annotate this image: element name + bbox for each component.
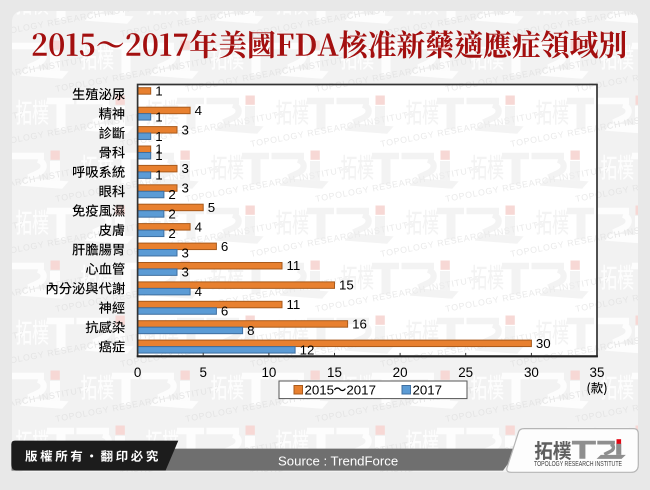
svg-text:25: 25: [458, 365, 473, 380]
svg-text:3: 3: [182, 181, 189, 196]
svg-text:2: 2: [168, 206, 175, 221]
svg-text:1: 1: [155, 109, 162, 124]
svg-text:16: 16: [352, 316, 367, 331]
svg-text:3: 3: [182, 161, 189, 176]
svg-text:4: 4: [195, 219, 202, 234]
svg-text:35: 35: [590, 365, 605, 380]
svg-text:3: 3: [182, 265, 189, 280]
svg-text:6: 6: [221, 304, 228, 319]
svg-text:12: 12: [300, 342, 315, 357]
svg-text:Source : TrendForce: Source : TrendForce: [278, 454, 398, 469]
svg-text:11: 11: [287, 258, 301, 273]
svg-text:2: 2: [168, 187, 175, 202]
svg-text:5: 5: [199, 365, 206, 380]
svg-text:1: 1: [155, 168, 162, 183]
svg-text:2015: 2015: [305, 382, 335, 397]
svg-text:2: 2: [168, 226, 175, 241]
svg-text:15: 15: [327, 365, 342, 380]
svg-text:30: 30: [524, 365, 539, 380]
svg-text:5: 5: [208, 200, 215, 215]
svg-text:3: 3: [182, 245, 189, 260]
svg-text:4: 4: [195, 103, 202, 118]
svg-text:3: 3: [182, 122, 189, 137]
svg-text:10: 10: [261, 365, 276, 380]
svg-text:20: 20: [393, 365, 408, 380]
svg-text:1: 1: [155, 129, 162, 144]
svg-text:0: 0: [134, 365, 141, 380]
svg-text:8: 8: [247, 323, 254, 338]
svg-text:1: 1: [155, 142, 162, 157]
svg-text:1: 1: [155, 148, 162, 163]
svg-text:1: 1: [155, 84, 162, 99]
svg-text:15: 15: [339, 278, 354, 293]
svg-text:6: 6: [221, 239, 228, 254]
svg-text:2017: 2017: [346, 382, 376, 397]
svg-text:TOPOLOGY RESEARCH INSTITUTE: TOPOLOGY RESEARCH INSTITUTE: [534, 461, 622, 468]
svg-text:2017: 2017: [413, 382, 443, 397]
svg-text:4: 4: [195, 284, 202, 299]
svg-text:30: 30: [536, 336, 551, 351]
svg-text:11: 11: [287, 297, 301, 312]
svg-text:TOPOLOGY RESEARCH INSTITUTE: TOPOLOGY RESEARCH INSTITUTE: [575, 54, 650, 94]
